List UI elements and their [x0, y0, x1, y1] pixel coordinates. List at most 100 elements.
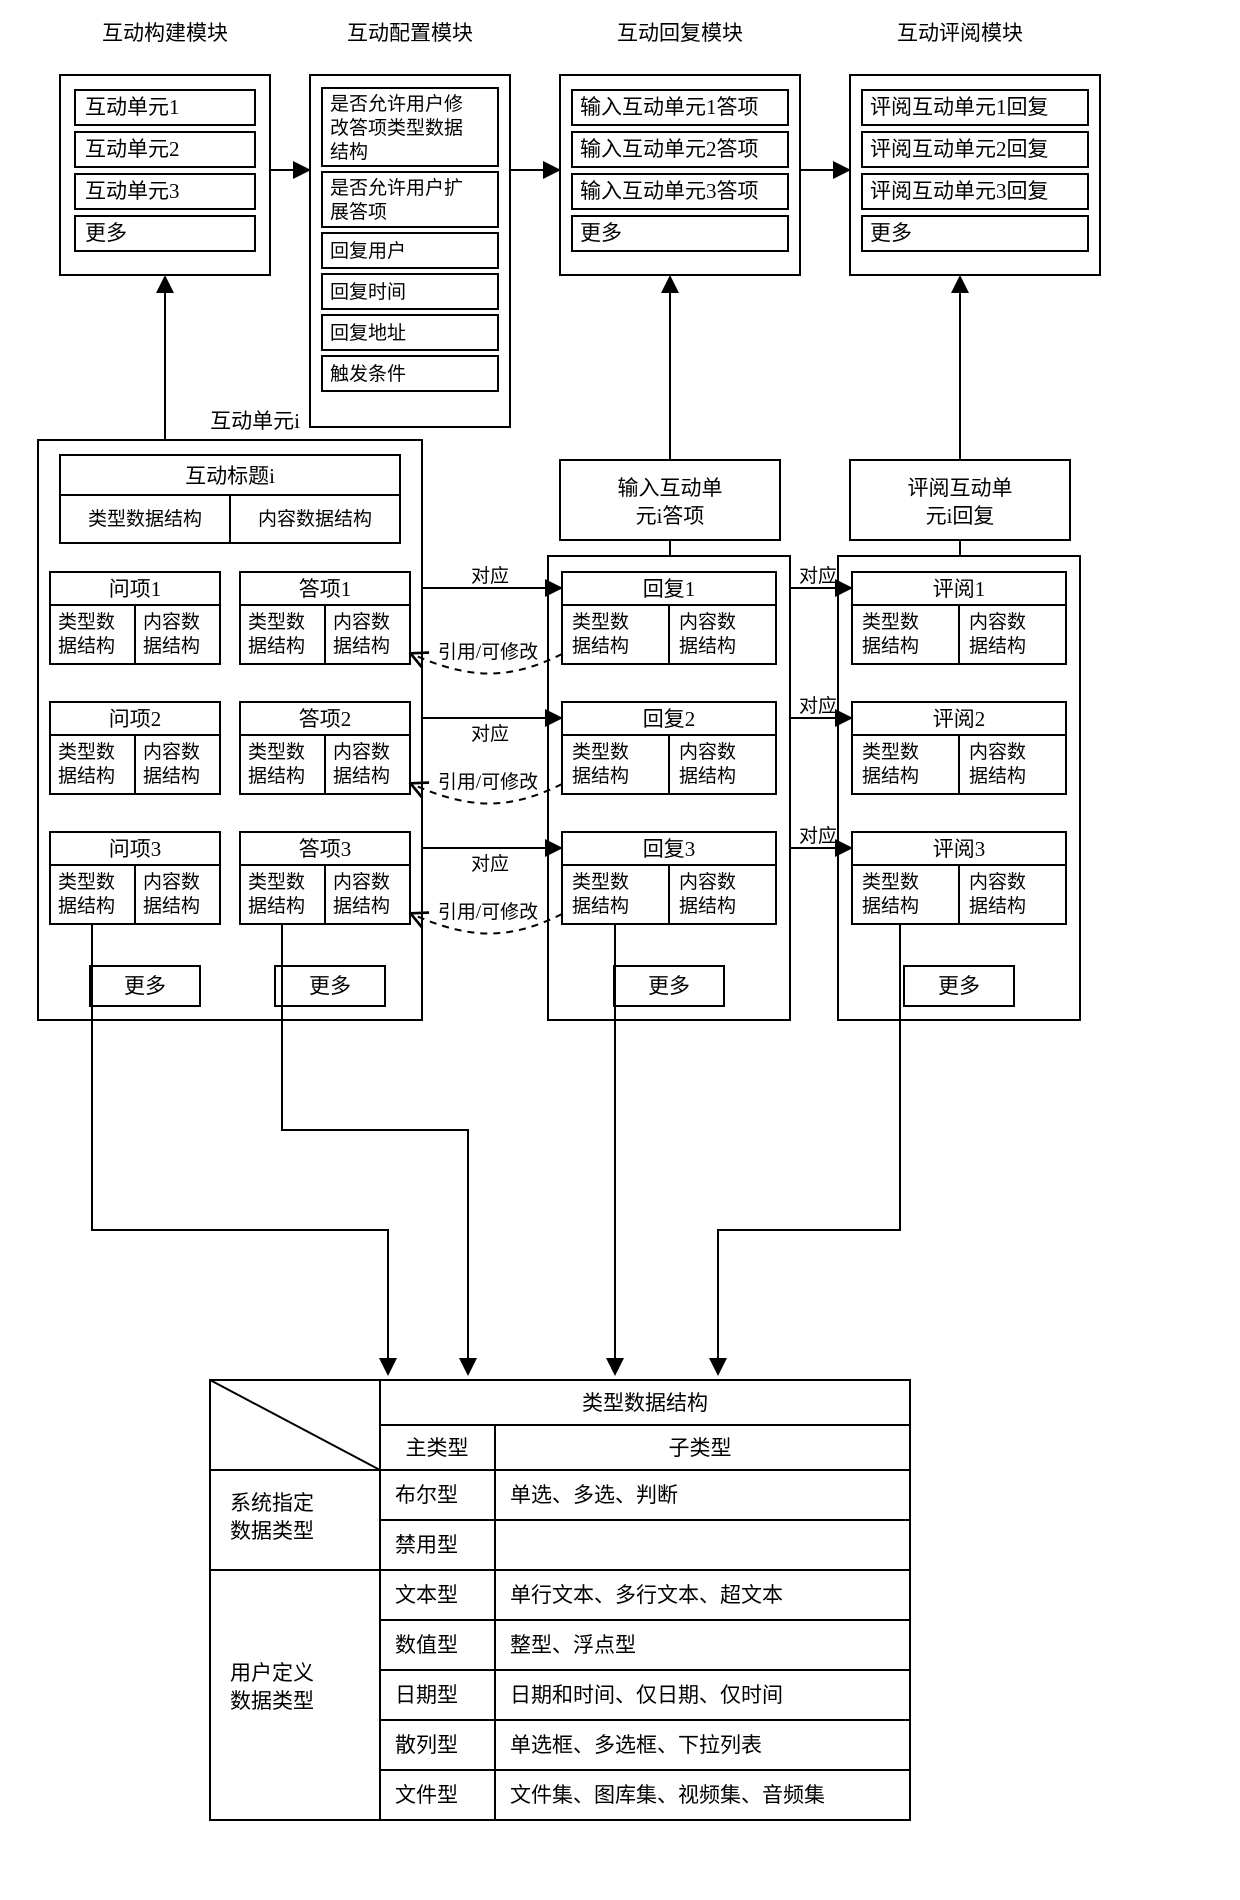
svg-text:据结构: 据结构 [333, 895, 390, 917]
svg-text:类型数: 类型数 [58, 611, 115, 633]
svg-text:内容数: 内容数 [679, 611, 736, 633]
svg-text:内容数: 内容数 [333, 611, 390, 633]
svg-text:内容数: 内容数 [333, 871, 390, 893]
svg-text:回复2: 回复2 [643, 707, 696, 731]
module-review-title: 互动评阅模块 [897, 21, 1023, 45]
module-review: 评阅互动单元1回复 评阅互动单元2回复 评阅互动单元3回复 更多 [850, 75, 1100, 275]
svg-text:据结构: 据结构 [862, 635, 919, 657]
svg-text:据结构: 据结构 [248, 765, 305, 787]
svg-text:据结构: 据结构 [572, 635, 629, 657]
module-build-title: 互动构建模块 [102, 21, 228, 45]
build-item-more: 更多 [85, 221, 127, 245]
config-item-4: 回复时间 [330, 281, 406, 303]
svg-text:类型数: 类型数 [248, 741, 305, 763]
svg-text:对应: 对应 [471, 565, 509, 587]
reply-item-1: 输入互动单元1答项 [580, 95, 759, 119]
svg-text:内容数: 内容数 [679, 741, 736, 763]
title-right: 内容数据结构 [258, 508, 372, 530]
svg-text:据结构: 据结构 [862, 895, 919, 917]
svg-text:对应: 对应 [471, 853, 509, 875]
svg-text:内容数: 内容数 [333, 741, 390, 763]
row-2: 问项2 类型数据结构 内容数据结构 答项2 类型数据结构 内容数据结构 回复2 … [50, 695, 1066, 804]
svg-text:答项2: 答项2 [299, 707, 352, 731]
svg-text:问项3: 问项3 [109, 837, 162, 861]
r-more: 更多 [648, 974, 690, 998]
svg-text:单选框、多选框、下拉列表: 单选框、多选框、下拉列表 [510, 1733, 762, 1757]
arrow-v-to-table [718, 924, 900, 1373]
svg-text:据结构: 据结构 [143, 895, 200, 917]
svg-text:据结构: 据结构 [58, 895, 115, 917]
tt-title: 类型数据结构 [582, 1391, 708, 1415]
svg-text:文件型: 文件型 [395, 1783, 458, 1807]
build-item-3: 互动单元3 [85, 179, 180, 203]
r1: 回复1 [643, 577, 696, 601]
svg-text:内容数: 内容数 [969, 871, 1026, 893]
svg-text:数据类型: 数据类型 [230, 1689, 314, 1713]
row-3: 问项3 类型数据结构 内容数据结构 答项3 类型数据结构 内容数据结构 回复3 … [50, 825, 1066, 934]
svg-text:单选、多选、判断: 单选、多选、判断 [510, 1483, 678, 1507]
review-box-l1: 评阅互动单 [908, 476, 1013, 500]
svg-text:对应: 对应 [799, 825, 837, 847]
review-item-3: 评阅互动单元3回复 [870, 179, 1049, 203]
svg-text:评阅2: 评阅2 [933, 707, 986, 731]
svg-text:数值型: 数值型 [395, 1633, 458, 1657]
row-1: 问项1 类型数据结构 内容数据结构 答项1 类型数据结构 内容数据结构 回复1 … [50, 565, 1066, 674]
config-item-2a: 是否允许用户扩 [330, 177, 463, 199]
svg-text:类型数: 类型数 [572, 611, 629, 633]
svg-text:据结构: 据结构 [969, 895, 1026, 917]
svg-text:类型数: 类型数 [572, 741, 629, 763]
build-item-1: 互动单元1 [85, 95, 180, 119]
svg-text:类型数: 类型数 [58, 741, 115, 763]
config-item-6: 触发条件 [330, 363, 406, 385]
svg-text:类型数: 类型数 [862, 611, 919, 633]
svg-text:据结构: 据结构 [58, 765, 115, 787]
svg-text:系统指定: 系统指定 [230, 1491, 314, 1515]
svg-text:评阅3: 评阅3 [933, 837, 986, 861]
svg-text:用户定义: 用户定义 [230, 1661, 314, 1685]
v1: 评阅1 [933, 577, 986, 601]
svg-text:日期型: 日期型 [395, 1683, 458, 1707]
svg-text:据结构: 据结构 [333, 765, 390, 787]
config-item-5: 回复地址 [330, 322, 406, 344]
svg-text:据结构: 据结构 [248, 635, 305, 657]
svg-text:据结构: 据结构 [969, 635, 1026, 657]
svg-text:日期和时间、仅日期、仅时间: 日期和时间、仅日期、仅时间 [510, 1683, 783, 1707]
svg-text:散列型: 散列型 [395, 1733, 458, 1757]
svg-text:内容数: 内容数 [679, 871, 736, 893]
config-item-1c: 结构 [330, 141, 368, 163]
svg-text:内容数: 内容数 [969, 741, 1026, 763]
svg-text:类型数: 类型数 [862, 741, 919, 763]
review-item-2: 评阅互动单元2回复 [870, 137, 1049, 161]
reply-box-l1: 输入互动单 [618, 476, 723, 500]
reply-item-2: 输入互动单元2答项 [580, 137, 759, 161]
svg-text:内容数: 内容数 [143, 741, 200, 763]
svg-text:对应: 对应 [799, 565, 837, 587]
config-item-1a: 是否允许用户修 [330, 93, 463, 115]
svg-text:单行文本、多行文本、超文本: 单行文本、多行文本、超文本 [510, 1583, 783, 1607]
module-reply-title: 互动回复模块 [617, 21, 743, 45]
svg-text:引用/可修改: 引用/可修改 [438, 771, 538, 793]
svg-text:据结构: 据结构 [248, 895, 305, 917]
svg-text:内容数: 内容数 [143, 611, 200, 633]
svg-text:据结构: 据结构 [679, 895, 736, 917]
unit-i-label: 互动单元i [210, 409, 300, 433]
svg-text:对应: 对应 [799, 695, 837, 717]
svg-text:据结构: 据结构 [572, 765, 629, 787]
svg-text:引用/可修改: 引用/可修改 [438, 901, 538, 923]
config-item-1b: 改答项类型数据 [330, 117, 463, 139]
svg-text:类型数: 类型数 [248, 611, 305, 633]
svg-text:对应: 对应 [471, 723, 509, 745]
svg-text:答项3: 答项3 [299, 837, 352, 861]
module-reply: 输入互动单元1答项 输入互动单元2答项 输入互动单元3答项 更多 [560, 75, 800, 275]
module-build: 互动单元1 互动单元2 互动单元3 更多 [60, 75, 270, 275]
svg-text:内容数: 内容数 [143, 871, 200, 893]
review-item-1: 评阅互动单元1回复 [870, 95, 1049, 119]
title-left: 类型数据结构 [88, 508, 202, 530]
title-box: 互动标题i 类型数据结构 内容数据结构 [60, 455, 400, 543]
svg-text:据结构: 据结构 [969, 765, 1026, 787]
svg-text:引用/可修改: 引用/可修改 [438, 641, 538, 663]
svg-text:回复3: 回复3 [643, 837, 696, 861]
review-reply-i-panel: 评阅互动单 元i回复 [850, 460, 1070, 540]
svg-text:类型数: 类型数 [862, 871, 919, 893]
tt-col-sub: 子类型 [669, 1436, 732, 1460]
